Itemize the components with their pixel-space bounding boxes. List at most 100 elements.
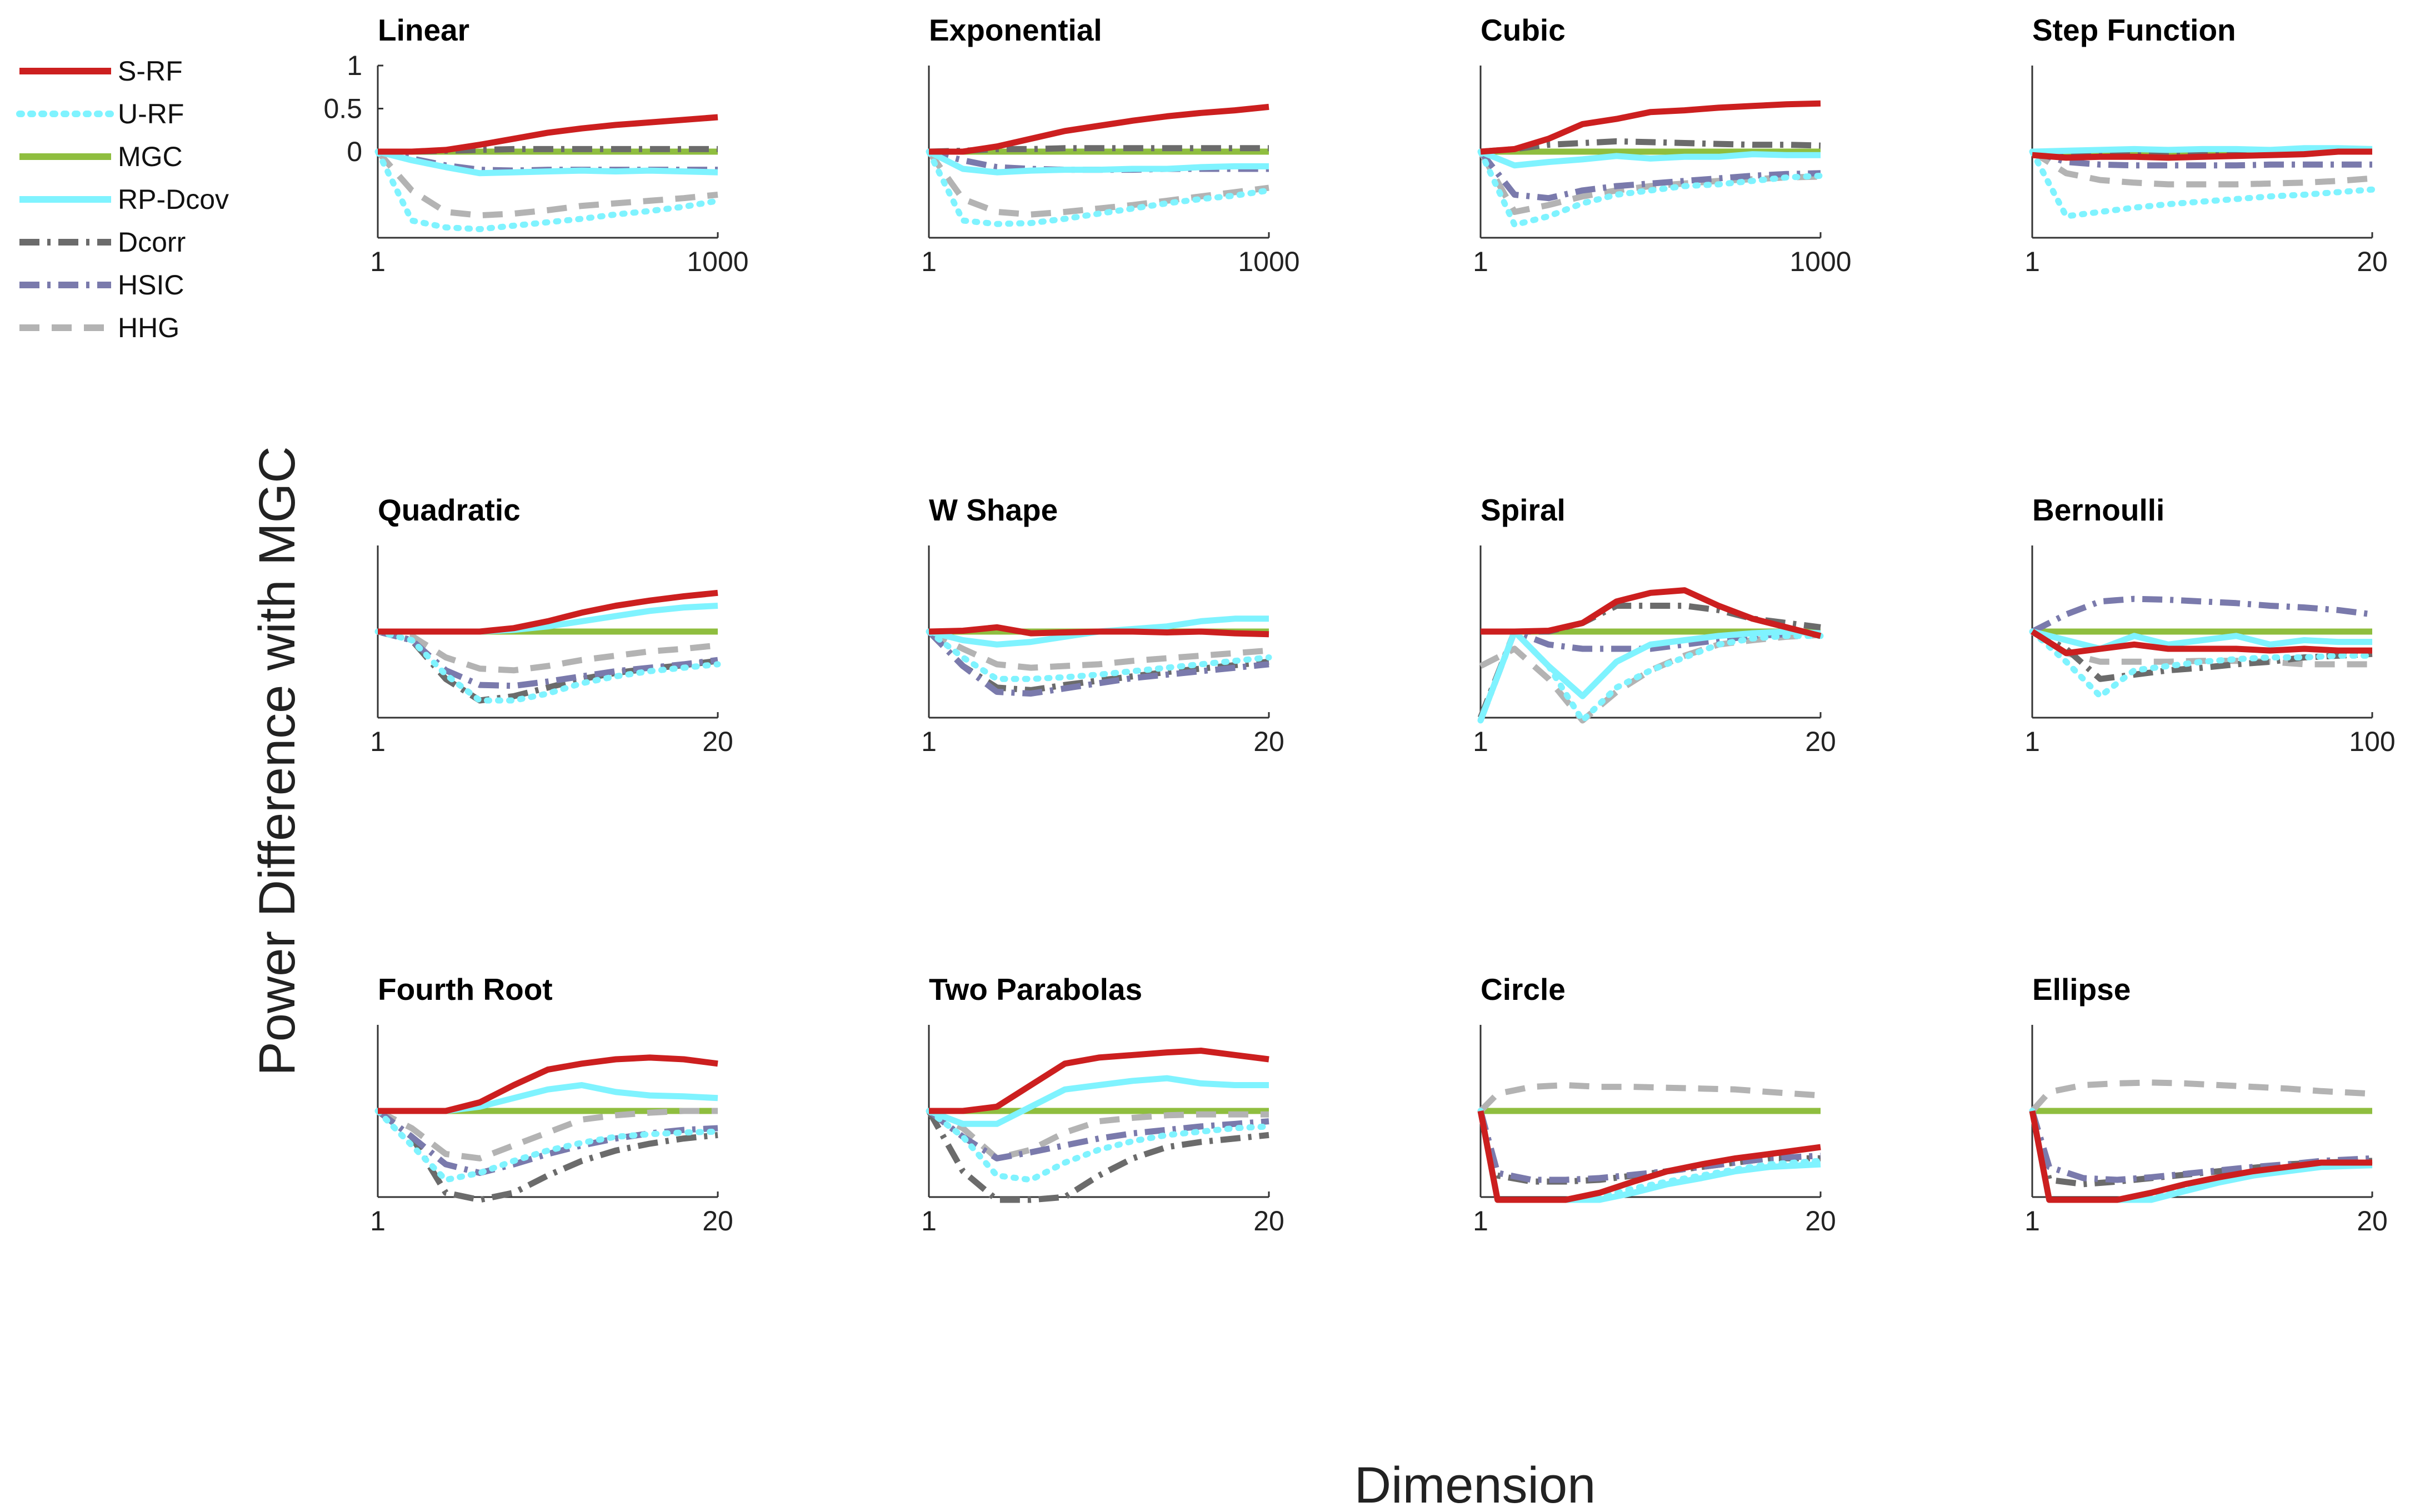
x-tick-label: 1 bbox=[921, 246, 937, 277]
x-tick-label: 20 bbox=[702, 726, 733, 757]
x-tick-label: 1 bbox=[1473, 1205, 1488, 1236]
series-line-s-rf bbox=[929, 1048, 1269, 1114]
x-tick-label: 20 bbox=[2357, 1205, 2388, 1236]
panel-step-function: Step Function 1 20 bbox=[2024, 13, 2388, 277]
series-line-hhg bbox=[2029, 1079, 2373, 1113]
series-line-dcorr bbox=[1477, 1110, 1821, 1185]
series-line-u-rf bbox=[374, 628, 721, 704]
x-tick-label: 1000 bbox=[1789, 246, 1851, 277]
panel-two-parabolas: Two Parabolas 1 20 bbox=[921, 972, 1284, 1236]
x-tick-label: 20 bbox=[2357, 246, 2388, 277]
panels: Linear 1 1000 1 0.5 0 Exponential 1 1000 Cubic 1 10… bbox=[323, 13, 2395, 1236]
panel-title: Exponential bbox=[929, 13, 1102, 47]
series-line-rp-dcov bbox=[378, 1082, 718, 1114]
series-line-s-rf bbox=[928, 624, 1269, 638]
panel-w-shape: W Shape 1 20 bbox=[921, 493, 1284, 757]
series-line-u-rf bbox=[1477, 148, 1824, 228]
series-line-hsic bbox=[2031, 148, 2372, 169]
series-line-u-rf bbox=[926, 148, 1272, 227]
legend-label-dcorr: Dcorr bbox=[118, 227, 186, 258]
x-tick-label: 1 bbox=[2024, 1205, 2040, 1236]
series-line-rp-dcov bbox=[2029, 1110, 2373, 1203]
x-tick-label: 20 bbox=[1805, 1205, 1836, 1236]
panel-title: Bernoulli bbox=[2032, 493, 2164, 527]
x-tick-label: 1 bbox=[2024, 246, 2040, 277]
panel-cubic: Cubic 1 1000 bbox=[1473, 13, 1852, 277]
legend-label-s-rf: S-RF bbox=[118, 56, 183, 87]
series-line-rp-dcov bbox=[928, 1075, 1269, 1127]
series-line-dcorr bbox=[1477, 603, 1821, 719]
x-tick-label: 1 bbox=[921, 1205, 937, 1236]
series-line-s-rf bbox=[378, 1054, 718, 1114]
series-line-u-rf bbox=[2029, 628, 2376, 699]
panel-bernoulli: Bernoulli 1 100 bbox=[2024, 493, 2396, 757]
panel-exponential: Exponential 1 1000 bbox=[921, 13, 1300, 277]
series-line-u-rf bbox=[374, 1108, 721, 1183]
series-line-s-rf bbox=[929, 103, 1269, 155]
x-tick-label: 1000 bbox=[1238, 246, 1299, 277]
legend-label-u-rf: U-RF bbox=[118, 98, 184, 129]
series-line-dcorr bbox=[1480, 138, 1821, 155]
panel-quadratic: Quadratic 1 20 bbox=[370, 493, 733, 757]
series-line-hsic bbox=[377, 628, 718, 689]
x-tick-label: 100 bbox=[2349, 726, 2395, 757]
panel-title: Step Function bbox=[2032, 13, 2236, 47]
series-line-rp-dcov bbox=[1479, 148, 1821, 169]
x-tick-label: 20 bbox=[1253, 726, 1284, 757]
panel-title: Circle bbox=[1481, 972, 1566, 1007]
series-line-s-rf bbox=[2031, 629, 2372, 657]
x-tick-label: 20 bbox=[1253, 1205, 1284, 1236]
panel-title: Cubic bbox=[1481, 13, 1566, 47]
y-tick-label: 0 bbox=[347, 136, 362, 167]
x-tick-label: 1 bbox=[370, 246, 386, 277]
series-line-hhg bbox=[375, 149, 718, 219]
series-line-dcorr bbox=[376, 1108, 718, 1203]
panel-title: Spiral bbox=[1481, 493, 1566, 527]
series-line-s-rf bbox=[378, 114, 718, 155]
x-tick-label: 1 bbox=[370, 726, 386, 757]
series-line-hsic bbox=[2029, 1110, 2373, 1183]
panel-linear: Linear 1 1000 1 0.5 0 bbox=[323, 13, 748, 277]
x-tick-label: 1 bbox=[1473, 726, 1488, 757]
legend-label-hhg: HHG bbox=[118, 312, 179, 343]
panel-title: Fourth Root bbox=[378, 972, 553, 1007]
x-tick-label: 1 bbox=[370, 1205, 386, 1236]
series-line-s-rf bbox=[2032, 148, 2372, 161]
panel-title: Linear bbox=[378, 13, 469, 47]
series-line-s-rf bbox=[378, 589, 718, 635]
series-line-hhg bbox=[1478, 1082, 1821, 1113]
series-line-rp-dcov bbox=[1477, 628, 1821, 722]
y-tick-label: 0.5 bbox=[323, 93, 362, 124]
series-line-hhg bbox=[927, 629, 1269, 671]
series-line-dcorr bbox=[926, 1109, 1269, 1203]
legend-label-rp-dcov: RP-Dcov bbox=[118, 184, 229, 215]
series-line-rp-dcov bbox=[927, 149, 1269, 176]
series-line-hhg bbox=[2031, 629, 2372, 668]
series-line-hhg bbox=[1478, 150, 1821, 215]
series-line-dcorr bbox=[2031, 629, 2373, 682]
series-line-hhg bbox=[926, 149, 1269, 218]
series-line-rp-dcov bbox=[2032, 145, 2373, 155]
series-line-s-rf bbox=[1481, 587, 1822, 639]
series-line-hsic bbox=[2031, 595, 2373, 634]
x-tick-label: 1000 bbox=[687, 246, 748, 277]
series-line-u-rf bbox=[374, 148, 721, 232]
series-line-hhg bbox=[2031, 149, 2373, 188]
x-axis-label: Dimension bbox=[1354, 1457, 1596, 1512]
series-line-s-rf bbox=[2029, 1110, 2372, 1203]
panel-ellipse: Ellipse 1 20 bbox=[2024, 972, 2388, 1236]
series-line-rp-dcov bbox=[377, 148, 718, 177]
legend: S-RF U-RF MGC RP-Dcov Dcorr HSIC HHG bbox=[16, 56, 229, 343]
legend-label-hsic: HSIC bbox=[118, 269, 184, 301]
y-axis-label: Power Difference with MGC bbox=[249, 446, 306, 1075]
series-line-hhg bbox=[376, 1108, 718, 1161]
series-line-u-rf bbox=[926, 1108, 1272, 1183]
series-line-s-rf bbox=[1480, 100, 1821, 155]
panel-fourth-root: Fourth Root 1 20 bbox=[370, 972, 733, 1236]
series-line-hsic bbox=[1477, 1110, 1821, 1183]
series-line-hsic bbox=[927, 1108, 1269, 1161]
panel-spiral: Spiral 1 20 bbox=[1473, 493, 1836, 757]
series-line-s-rf bbox=[1477, 1110, 1821, 1203]
x-tick-label: 20 bbox=[1805, 726, 1836, 757]
